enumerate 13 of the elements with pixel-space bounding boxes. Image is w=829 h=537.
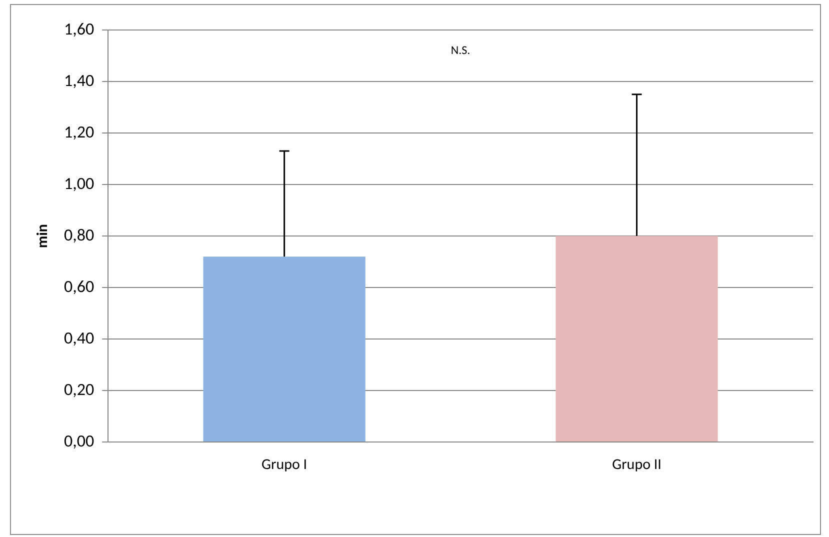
y-tick-label: 1,20 [64,121,94,142]
annotation: N.S. [450,44,470,58]
y-tick-label: 1,40 [64,70,94,91]
x-tick-label: Grupo I [262,456,308,474]
y-tick-label: 0,20 [64,378,94,400]
y-axis-title: min [34,224,52,248]
y-tick-label: 1,00 [64,172,94,194]
y-tick-label: 0,00 [64,430,94,452]
y-tick-label: 0,60 [64,276,94,297]
y-tick-label: 0,80 [64,224,94,246]
y-tick-label: 1,60 [64,18,94,40]
y-tick-label: 0,40 [64,327,94,348]
x-tick-label: Grupo II [612,456,662,474]
